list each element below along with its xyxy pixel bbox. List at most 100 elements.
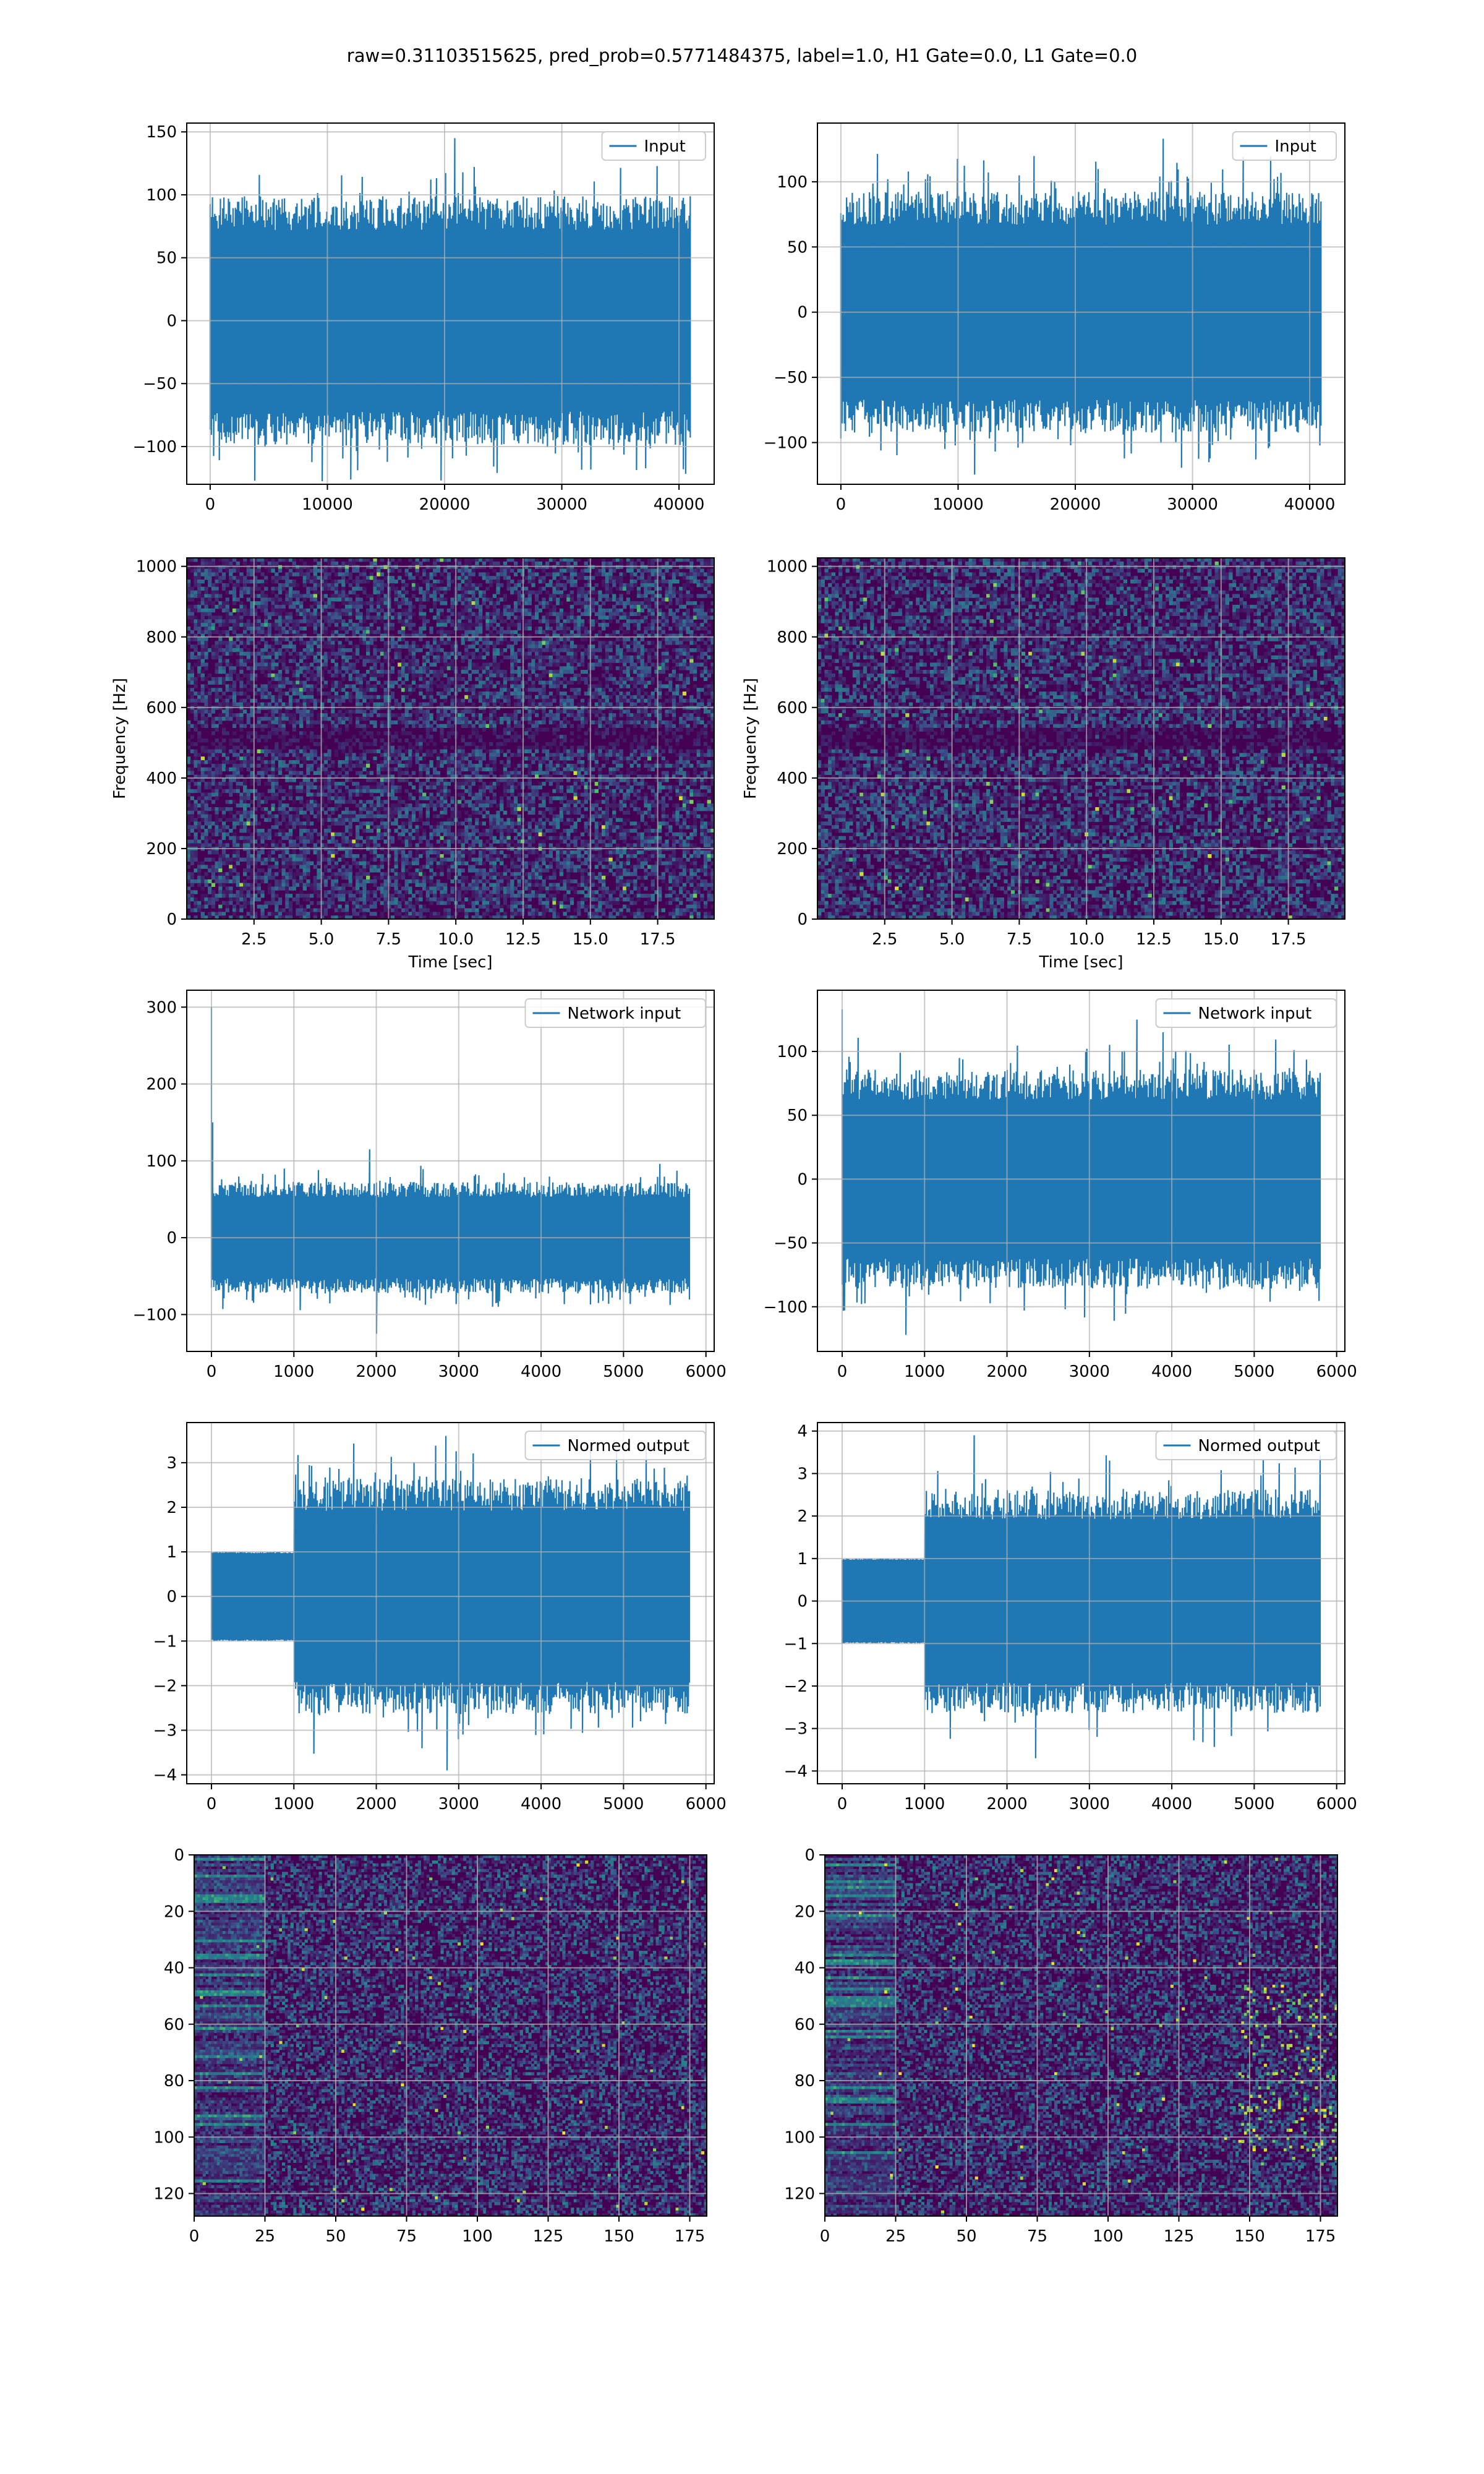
norm-h1-ytick-label: 1 [166,1543,177,1562]
input-h1-xtick-label: 20000 [419,495,471,514]
input-h1-ytick-label: −100 [133,438,177,456]
net-l1-frame [817,990,1345,1352]
net-l1-xtick-label: 1000 [904,1363,945,1381]
input-h1-axes: 0 10000 20000 30000 40000 −100 −50 0 50 100 150 Inp… [133,122,715,514]
norm-h1-xtick-label: 5000 [603,1795,644,1813]
net-h1-ytick-label: 100 [146,1152,177,1171]
net-h1-legend: Network input [524,998,706,1028]
norm-l1-xtick-label: 5000 [1234,1795,1274,1813]
input-h1-ytick-label: 0 [166,312,177,330]
norm-l1-ytick-label: −3 [784,1720,808,1739]
norm-l1-ytick-label: 1 [797,1550,808,1569]
spec-h1-frame [186,557,715,920]
net-l1-legend: Network input [1155,998,1337,1028]
spec-l1-heatmap [817,558,1345,919]
net-l1-legend-label: Network input [1198,1004,1312,1023]
feat-l1-axes: 0 25 50 75 100 125 150 175 0 20 40 60 80 100 120 [784,1846,1338,2246]
feat-h1-axes: 0 25 50 75 100 125 150 175 0 20 40 60 80 100 120 [153,1846,707,2246]
input-l1-xtick-label: 10000 [932,495,984,514]
feat-h1-ytick-label: 60 [164,2016,184,2034]
net-l1-xtick-label: 3000 [1069,1363,1110,1381]
norm-h1-ytick-label: −2 [153,1677,177,1695]
net-l1-series-band [842,1074,1320,1276]
net-l1-ytick-label: 100 [777,1043,808,1061]
input-l1-xtick-label: 0 [836,495,846,514]
spec-l1-xtick-label: 12.5 [1136,930,1172,949]
spec-h1-xtick-label: 5.0 [309,930,334,949]
norm-h1-xtick-label: 3000 [438,1795,479,1813]
feat-l1-ytick-label: 60 [795,2016,815,2034]
norm-l1-xtick-label: 4000 [1151,1795,1192,1813]
net-h1-ytick-label: 300 [146,998,177,1017]
net-l1-ytick-label: 0 [797,1170,808,1189]
norm-h1-xtick-label: 4000 [521,1795,561,1813]
norm-l1-xtick-label: 1000 [904,1795,945,1813]
feat-l1-frame [824,1854,1338,2217]
input-h1-frame [186,122,715,485]
norm-l1-ytick-label: 2 [797,1507,808,1526]
feat-h1-ytick-label: 100 [153,2128,184,2147]
feat-h1-xtick-label: 100 [462,2227,493,2246]
net-h1-xtick-label: 0 [207,1363,217,1381]
spec-l1-ytick-label: 0 [797,910,808,929]
spec-h1-xlabel: Time [sec] [407,953,492,972]
net-h1-legend-label: Network input [568,1004,681,1023]
spec-h1-heatmap [187,558,714,919]
feat-h1-frame [194,1854,707,2217]
norm-l1-ytick-label: 3 [797,1465,808,1483]
feat-h1-xtick-label: 25 [255,2227,275,2246]
input-l1-axes: 0 10000 20000 30000 40000 −100 −50 0 50 100 Input [764,122,1345,514]
spec-l1-axes: 2.5 5.0 7.5 10.0 12.5 15.0 17.5 0 200 400 600 800 10… [741,557,1345,972]
input-h1-legend-label: Input [644,137,686,156]
norm-h1-frame [186,1422,715,1784]
feat-l1-heatmap [825,1855,1337,2216]
spec-l1-xtick-label: 5.0 [939,930,965,949]
feat-l1-xtick-label: 50 [956,2227,976,2246]
norm-l1-xtick-label: 0 [837,1795,848,1813]
net-h1-xtick-label: 1000 [273,1363,314,1381]
feat-l1-xtick-label: 100 [1093,2227,1124,2246]
spec-h1-ytick-label: 0 [166,910,177,929]
norm-l1-legend: Normed output [1155,1431,1337,1460]
spec-h1-xtick-label: 17.5 [640,930,676,949]
feat-l1-ytick-label: 20 [795,1903,815,1921]
spec-l1-ytick-label: 400 [777,769,808,788]
spec-l1-ytick-label: 600 [777,699,808,717]
norm-h1-ytick-label: −3 [153,1721,177,1740]
spec-l1-xtick-label: 15.0 [1203,930,1239,949]
input-h1-xtick-label: 30000 [536,495,587,514]
norm-h1-xtick-label: 0 [207,1795,217,1813]
net-l1-ytick-label: −50 [774,1235,808,1253]
input-l1-legend: Input [1232,131,1337,161]
feat-h1-xtick-label: 50 [325,2227,346,2246]
norm-h1-series-band [211,1497,689,1705]
norm-l1-ytick-label: −4 [784,1762,808,1781]
input-l1-ytick-label: −50 [774,369,808,387]
input-h1-series-band [210,207,691,421]
spec-h1-ytick-label: 200 [146,840,177,858]
net-h1-xtick-label: 4000 [521,1363,561,1381]
feat-l1-ytick-label: 40 [795,1959,815,1978]
norm-l1-legend-label: Normed output [1198,1437,1320,1455]
norm-h1-axes: 0 1000 2000 3000 4000 5000 6000 −4 −3 −2 −1 0 1 2 3 Nor… [153,1422,727,1813]
net-h1-axes: 0 1000 2000 3000 4000 5000 6000 −100 0 100 200 300 N… [133,990,727,1381]
norm-l1-ytick-label: −1 [784,1635,808,1653]
net-l1-xtick-label: 5000 [1234,1363,1274,1381]
net-l1-axes: 0 1000 2000 3000 4000 5000 6000 −100 −50 0 50 100 Ne… [764,990,1357,1381]
feat-h1-ytick-label: 20 [164,1903,184,1921]
feat-l1-ytick-label: 120 [784,2185,815,2204]
feat-l1-xtick-label: 75 [1027,2227,1047,2246]
norm-h1-ytick-label: −4 [153,1766,177,1785]
spec-l1-xtick-label: 17.5 [1271,930,1307,949]
spec-l1-ytick-label: 200 [777,840,808,858]
net-h1-series-band [211,1095,689,1298]
feat-l1-xtick-label: 150 [1234,2227,1265,2246]
net-h1-ytick-label: −100 [133,1306,177,1324]
feat-l1-xtick-label: 0 [820,2227,830,2246]
spec-h1-ytick-label: 400 [146,769,177,788]
spec-h1-axes: 2.5 5.0 7.5 10.0 12.5 15.0 17.5 0 200 400 600 800 10… [111,557,715,972]
feat-l1-ytick-label: 80 [795,2072,815,2091]
feat-l1-xtick-label: 25 [885,2227,906,2246]
input-l1-frame [817,122,1345,485]
